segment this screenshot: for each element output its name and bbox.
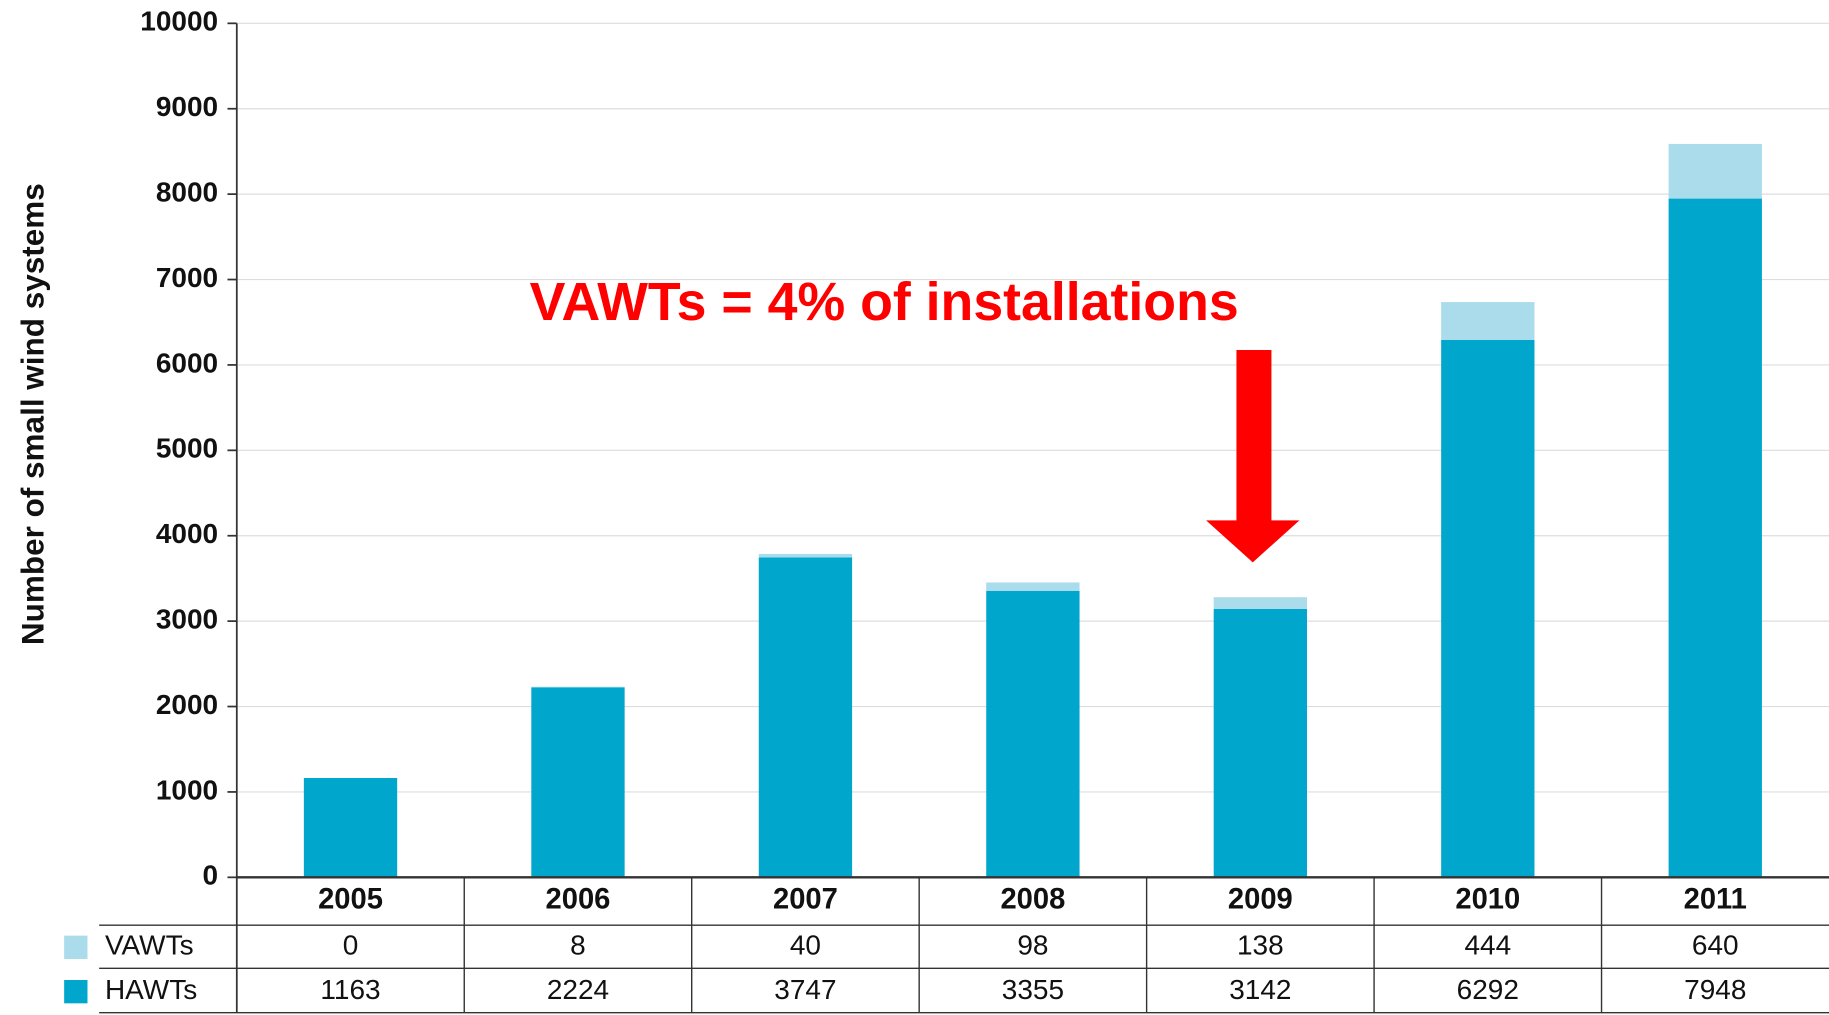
y-tick-label: 3000 (156, 604, 218, 635)
plot: 0 1000 2000 3000 4000 5000 6000 7000 8000 9000 100… (64, 6, 1829, 1014)
bar-segment (1668, 198, 1762, 878)
bar-segment (531, 687, 625, 878)
bar-segment (1213, 609, 1308, 878)
bar-segment (986, 590, 1080, 878)
table-value: 98 (1017, 930, 1048, 961)
bar-segment (986, 582, 1080, 591)
y-tick-label: 0 (203, 860, 219, 891)
annotation-arrow (1206, 350, 1300, 563)
table-value: 3355 (1002, 974, 1064, 1005)
table-value: 7948 (1684, 974, 1746, 1005)
legend-swatch (64, 935, 88, 959)
annotation: VAWTs = 4% of installations (530, 272, 1239, 332)
x-tick-label: 2006 (546, 883, 611, 915)
legend-swatch (64, 980, 88, 1004)
table-value: 40 (790, 930, 821, 961)
bar-segment (758, 557, 853, 878)
bar-segment (531, 686, 625, 688)
arrow-head (1206, 520, 1300, 563)
x-tick-label: 2008 (1000, 883, 1065, 915)
x-tick-label: 2011 (1684, 883, 1747, 915)
table-value: 3142 (1229, 974, 1291, 1005)
y-tick-label: 2000 (156, 689, 218, 720)
table-value: 444 (1464, 930, 1511, 961)
table-value: 3747 (774, 974, 836, 1005)
y-tick-label: 6000 (156, 347, 218, 378)
bar-segment (758, 553, 853, 558)
x-tick-label: 2010 (1455, 883, 1520, 915)
table-value: 8 (570, 930, 586, 961)
table-value: 1163 (320, 974, 380, 1005)
bar-segment (303, 778, 398, 878)
x-tick-label: 2007 (773, 883, 838, 915)
arrow-shaft (1236, 350, 1272, 523)
x-tick-label: 2005 (318, 883, 383, 915)
bar-segment (1441, 302, 1535, 340)
table-value: 138 (1237, 930, 1284, 961)
y-tick-label: 8000 (156, 177, 218, 208)
y-tick-label: 7000 (156, 262, 218, 293)
y-axis-label: Number of small wind systems (14, 183, 50, 645)
y-tick-label: 4000 (156, 518, 218, 549)
y-tick-label: 1000 (156, 774, 218, 805)
bar-segment (1668, 143, 1762, 199)
legend-label: VAWTs (105, 930, 194, 961)
table-value: 640 (1692, 930, 1739, 961)
bar-segment (1441, 339, 1535, 878)
y-tick-label: 10000 (140, 6, 218, 37)
bar-segment (1213, 597, 1308, 610)
table-value: 0 (343, 930, 359, 961)
y-tick-label: 9000 (156, 91, 218, 122)
x-tick-label: 2009 (1228, 883, 1293, 915)
table-value: 2224 (547, 974, 609, 1005)
y-tick-label: 5000 (156, 433, 218, 464)
legend-label: HAWTs (105, 974, 197, 1005)
table-value: 6292 (1457, 974, 1519, 1005)
